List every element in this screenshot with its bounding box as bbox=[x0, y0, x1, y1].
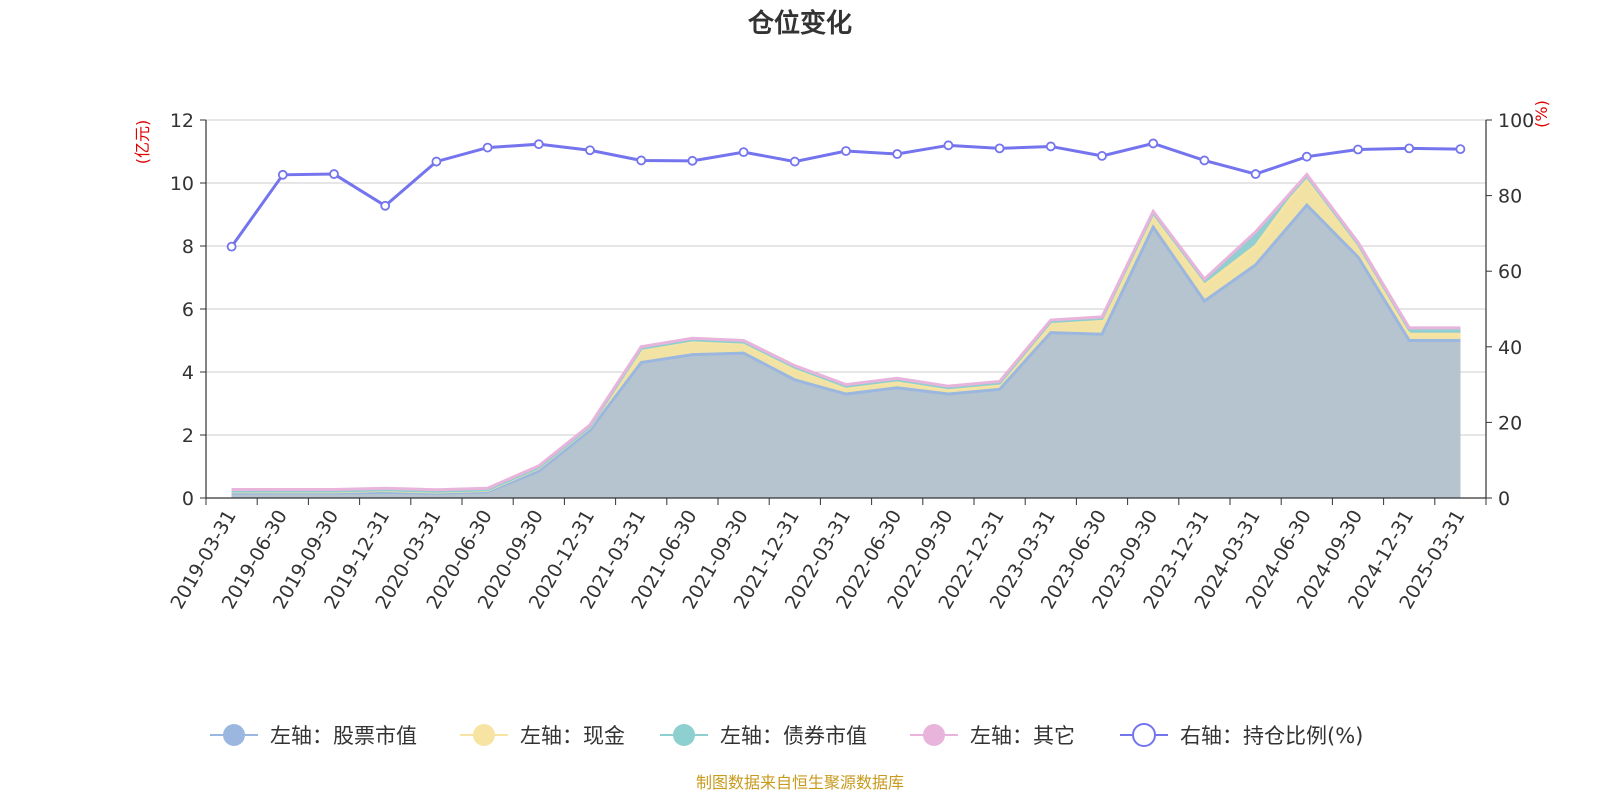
left-tick-label: 12 bbox=[170, 110, 194, 132]
legend-label[interactable]: 左轴：其它 bbox=[970, 724, 1075, 748]
legend-label[interactable]: 右轴：持仓比例(%) bbox=[1180, 724, 1363, 748]
left-tick-label: 4 bbox=[182, 362, 194, 384]
ratio-point[interactable] bbox=[1045, 141, 1056, 152]
ratio-point[interactable] bbox=[1353, 144, 1363, 155]
ratio-point[interactable] bbox=[1097, 151, 1107, 161]
right-tick-label: 60 bbox=[1498, 261, 1522, 283]
right-tick-label: 0 bbox=[1498, 488, 1510, 510]
ratio-point[interactable] bbox=[226, 241, 237, 252]
ratio-point[interactable] bbox=[431, 156, 442, 167]
ratio-point[interactable] bbox=[1404, 143, 1415, 154]
area-series bbox=[231, 172, 1461, 499]
left-tick-label: 6 bbox=[182, 299, 194, 321]
line-series bbox=[226, 138, 1466, 252]
legend-marker bbox=[473, 724, 495, 746]
grid-lines bbox=[206, 119, 1486, 499]
right-tick-label: 20 bbox=[1498, 412, 1522, 434]
ratio-point[interactable] bbox=[277, 169, 288, 180]
legend-marker bbox=[1132, 723, 1156, 747]
ratio-point[interactable] bbox=[1455, 144, 1466, 155]
ratio-point[interactable] bbox=[1301, 151, 1312, 162]
legend-label[interactable]: 左轴：现金 bbox=[520, 724, 625, 748]
legend-marker bbox=[223, 724, 245, 746]
ratio-point[interactable] bbox=[329, 169, 339, 179]
legend-label[interactable]: 左轴：债券市值 bbox=[720, 724, 867, 748]
left-tick-label: 10 bbox=[170, 173, 194, 195]
left-axis-unit: (亿元) bbox=[133, 120, 152, 165]
chart-title: 仓位变化 bbox=[747, 8, 852, 39]
data-source-note: 制图数据来自恒生聚源数据库 bbox=[696, 773, 904, 792]
left-tick-label: 0 bbox=[182, 488, 194, 510]
legend: 左轴：股票市值 左轴：现金 左轴：债券市值 左轴：其它 右轴：持仓比例(%) bbox=[210, 723, 1363, 748]
ratio-point[interactable] bbox=[1250, 169, 1261, 179]
ratio-point[interactable] bbox=[1148, 138, 1159, 149]
right-tick-label: 100 bbox=[1498, 110, 1534, 132]
ratio-point[interactable] bbox=[943, 140, 954, 151]
ratio-point[interactable] bbox=[585, 145, 595, 156]
left-tick-label: 8 bbox=[182, 236, 194, 258]
ratio-point[interactable] bbox=[789, 156, 800, 167]
left-tick-label: 2 bbox=[182, 425, 194, 447]
ratio-point[interactable] bbox=[380, 200, 391, 211]
ratio-point[interactable] bbox=[738, 147, 749, 158]
ratio-point[interactable] bbox=[482, 142, 493, 153]
area-0 bbox=[231, 205, 1461, 499]
ratio-point[interactable] bbox=[687, 155, 698, 166]
ratio-point[interactable] bbox=[841, 146, 851, 156]
right-tick-label: 80 bbox=[1498, 186, 1522, 208]
legend-marker bbox=[673, 724, 695, 746]
right-axis-unit: (%) bbox=[1532, 100, 1551, 128]
legend-marker bbox=[923, 724, 945, 746]
ratio-point[interactable] bbox=[994, 143, 1005, 154]
ratio-point[interactable] bbox=[636, 155, 647, 166]
ratio-point[interactable] bbox=[892, 149, 903, 159]
area-edge-3 bbox=[231, 172, 1461, 492]
ratio-point[interactable] bbox=[1199, 155, 1210, 166]
ratio-point[interactable] bbox=[533, 139, 544, 150]
right-tick-label: 40 bbox=[1498, 337, 1522, 359]
legend-label[interactable]: 左轴：股票市值 bbox=[270, 724, 417, 748]
